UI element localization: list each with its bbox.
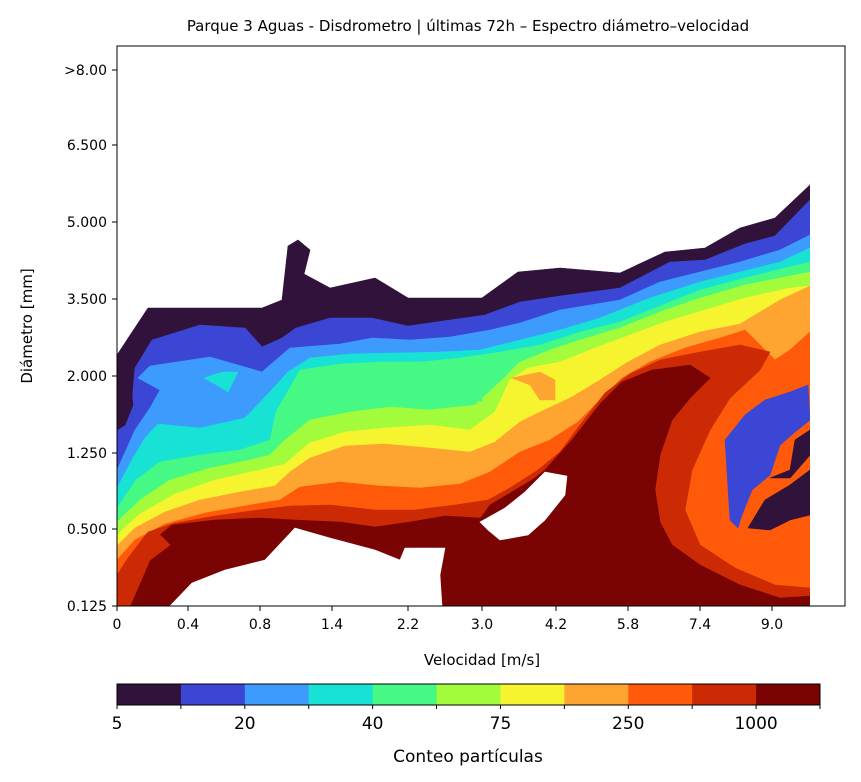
y-tick-label: 2.000 (67, 369, 107, 385)
colorbar-segment (628, 684, 693, 705)
no-data-right (810, 46, 845, 606)
x-tick-label: 9.0 (761, 617, 783, 633)
isolated-point (479, 398, 483, 402)
y-tick-label: 1.250 (67, 446, 107, 462)
contour-bands (117, 46, 845, 606)
colorbar-segment (692, 684, 757, 705)
band-pocket-cyan (203, 371, 239, 393)
colorbar-segment (756, 684, 821, 705)
colorbar-tick-label: 40 (362, 714, 384, 734)
colorbar-segment (500, 684, 565, 705)
x-tick-label: 5.8 (617, 617, 639, 633)
colorbar-tick-label: 5 (112, 714, 123, 734)
plot-frame (116, 45, 846, 607)
x-axis: 0 0.4 0.8 1.4 2.2 3.0 4.2 5.8 7.4 9.0 (113, 606, 783, 633)
band-pocket-orange (511, 371, 556, 401)
colorbar-segment (117, 684, 182, 705)
y-tick-label: >8.00 (64, 63, 107, 79)
colorbar-tick-label: 20 (234, 714, 256, 734)
plot-area (117, 46, 845, 606)
x-axis-label: Velocidad [m/s] (424, 651, 540, 669)
colorbar-segment (436, 684, 501, 705)
band-pocket-right (747, 469, 811, 531)
colorbar-label: Conteo partículas (393, 747, 543, 767)
y-tick-label: 0.500 (67, 522, 107, 538)
colorbar-segment (180, 684, 246, 705)
colorbar-tick-label: 250 (612, 714, 644, 734)
x-tick-label: 3.0 (471, 617, 493, 633)
y-axis: 0.125 0.500 1.250 2.000 3.500 5.000 6.500 >8.00 (64, 63, 117, 615)
band-pocket-right (724, 384, 811, 529)
colorbar-tick-label: 1000 (734, 714, 777, 734)
x-tick-label: 0.4 (177, 617, 199, 633)
colorbar-segment (564, 684, 629, 705)
colorbar-tick-label: 75 (490, 714, 512, 734)
colorbar: 5 20 40 75 250 1000 (112, 683, 821, 734)
y-tick-label: 3.500 (67, 292, 107, 308)
band-pocket-edge (117, 369, 134, 431)
x-tick-label: 7.4 (689, 617, 711, 633)
chart-title: Parque 3 Aguas - Disdrometro | últimas 7… (187, 17, 749, 35)
colorbar-frame (116, 683, 821, 706)
no-data-region (479, 471, 568, 541)
y-axis-label: Diámetro [mm] (18, 268, 36, 383)
colorbar-segment (372, 684, 438, 705)
x-tick-label: 0 (113, 617, 122, 633)
colorbar-segment (244, 684, 310, 705)
x-tick-label: 2.2 (397, 617, 419, 633)
x-tick-label: 1.4 (321, 617, 343, 633)
no-data-region (169, 527, 446, 606)
y-tick-label: 6.500 (67, 138, 107, 154)
colorbar-segment (308, 684, 374, 705)
y-tick-label: 5.000 (67, 215, 107, 231)
x-tick-label: 4.2 (545, 617, 567, 633)
x-tick-label: 0.8 (249, 617, 271, 633)
y-tick-label: 0.125 (67, 599, 107, 615)
band-pocket-left (117, 529, 171, 606)
